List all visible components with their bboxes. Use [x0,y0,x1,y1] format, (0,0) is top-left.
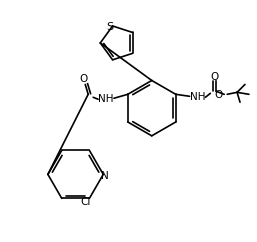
Text: N: N [101,171,109,181]
Text: NH: NH [190,92,205,102]
Text: O: O [210,72,218,82]
Text: O: O [79,75,87,84]
Text: S: S [106,22,113,32]
Text: O: O [214,90,222,100]
Text: NH: NH [98,94,114,104]
Text: Cl: Cl [80,197,91,207]
